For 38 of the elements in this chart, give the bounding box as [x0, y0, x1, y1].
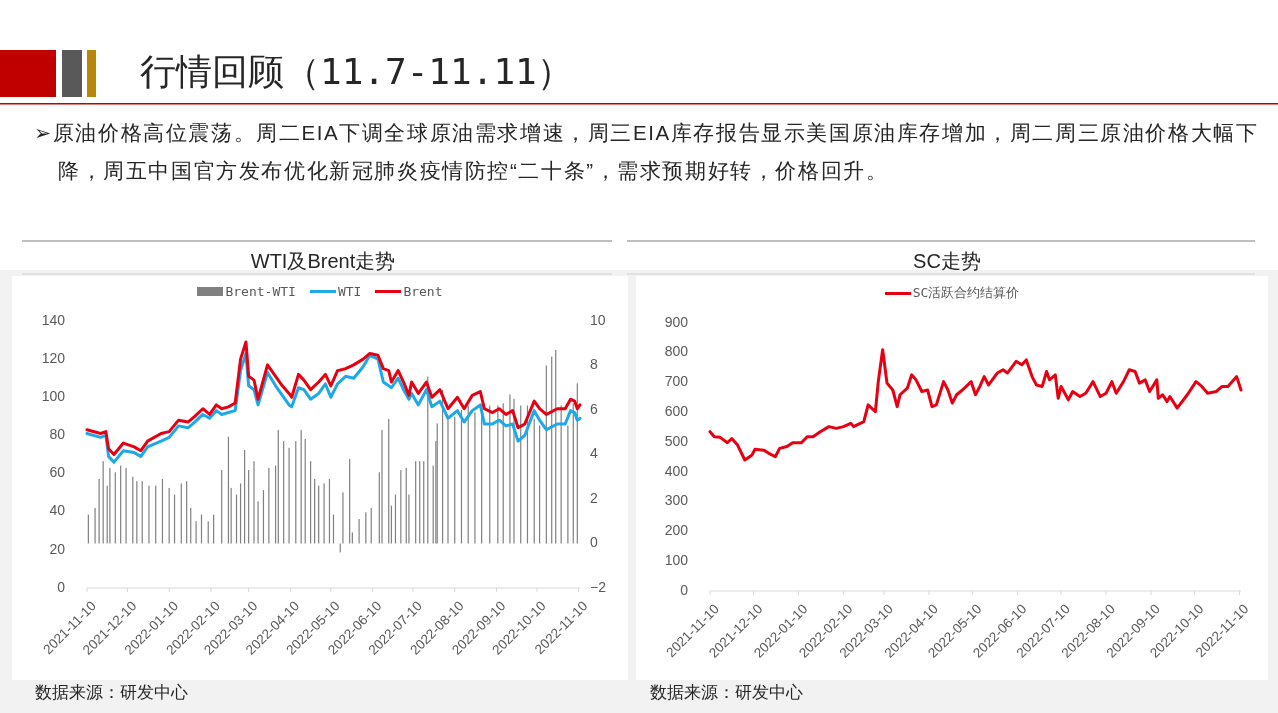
source-note: 数据来源：研发中心: [35, 683, 188, 703]
y-tick-label: 140: [41, 311, 66, 328]
y-tick-label: 900: [664, 313, 689, 330]
y-tick-label: 120: [41, 349, 66, 366]
legend-label: WTI: [337, 284, 362, 299]
y2-tick-label: 10: [590, 311, 606, 328]
y-tick-label: 100: [664, 551, 689, 568]
legend-label: SC活跃合约结算价: [912, 284, 1020, 302]
y-tick-label: 400: [664, 462, 689, 479]
y-tick-label: 200: [664, 522, 689, 539]
line-series: [85, 340, 582, 456]
text: ➢原油价格高位震荡。周二EIA下调全球原油需求增速，周三EIA库存报告显示美国原油库存增加，周二周三原油价格大幅下降，周五中国官方发布优化新冠肺炎疫情防控“二十条”，需求预期好转，价格回升。: [34, 120, 1260, 184]
legend-label: Brent: [403, 284, 443, 299]
y-tick-label: 0: [57, 578, 66, 595]
y-tick-label: 60: [49, 464, 66, 481]
y2-tick-label: 2: [590, 489, 598, 506]
y2-tick-label: 6: [590, 400, 598, 417]
y-tick-label: 700: [664, 373, 689, 390]
text: 行情回顾（11.7-11.11）: [140, 50, 573, 94]
y-tick-label: 0: [680, 581, 689, 598]
y-tick-label: 500: [664, 432, 689, 449]
line-series: [708, 348, 1243, 462]
y-tick-label: 40: [49, 502, 66, 519]
y-tick-label: 800: [664, 343, 689, 360]
y-tick-label: 300: [664, 492, 689, 509]
chart-title: WTI及Brent走势: [250, 250, 396, 272]
line-series: [85, 351, 582, 464]
legend-label: Brent-WTI: [225, 284, 296, 299]
y-tick-label: 20: [49, 540, 66, 557]
chart-title: SC走势: [913, 250, 981, 272]
y-tick-label: 80: [49, 426, 66, 443]
y-tick-label: 600: [664, 403, 689, 420]
y2-tick-label: −2: [590, 578, 607, 595]
y2-tick-label: 8: [590, 356, 598, 373]
y2-tick-label: 0: [590, 534, 598, 551]
y-tick-label: 100: [41, 387, 66, 404]
y2-tick-label: 4: [590, 445, 598, 462]
source-note: 数据来源：研发中心: [650, 683, 803, 703]
